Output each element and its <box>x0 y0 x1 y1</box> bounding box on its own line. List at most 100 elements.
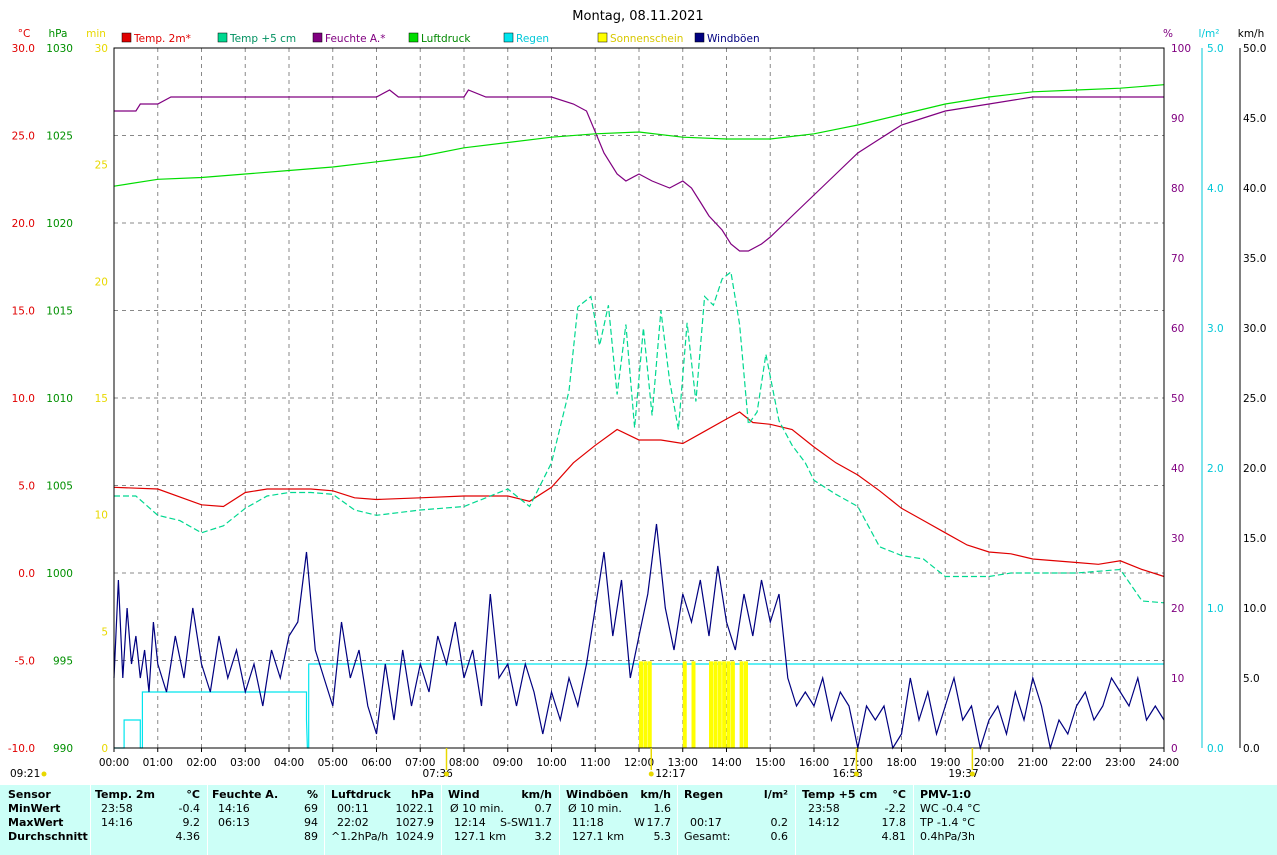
tick-temp: 30.0 <box>12 43 35 55</box>
tick-temp: 15.0 <box>12 306 35 318</box>
stats-luftdruck-min-time: 00:11 <box>337 802 369 815</box>
x-tick-label: 01:00 <box>143 757 173 769</box>
legend-label: Luftdruck <box>421 33 471 45</box>
stats-feuchte-min-time: 14:16 <box>218 802 250 815</box>
stats-temp2m-min: -0.4 <box>178 802 200 815</box>
stats-temp5-col: Temp +5 cm °C 23:58 -2.2 14:12 17.8 4.81 <box>802 788 906 844</box>
tick-humidity: 40 <box>1171 463 1184 475</box>
stats-windboen-max-time: 11:18 <box>572 816 604 829</box>
stats-wind-unit: km/h <box>521 788 552 801</box>
stats-wind-avg10: 0.7 <box>534 802 553 815</box>
axis-units: °C hPa min% l/m² km/h <box>18 28 1265 40</box>
x-tick-label: 14:00 <box>711 757 741 769</box>
stats-luftdruck-max: 1027.9 <box>395 816 435 829</box>
x-tick-label: 16:00 <box>799 757 829 769</box>
tick-rain: 3.0 <box>1207 323 1224 335</box>
x-tick-label: 17:00 <box>843 757 873 769</box>
tick-humidity: 80 <box>1171 183 1184 195</box>
legend-swatch <box>694 32 705 43</box>
tick-humidity: 70 <box>1171 253 1184 265</box>
sun-bar <box>730 661 735 748</box>
sun-marker-icon <box>648 771 654 777</box>
stats-wind-col: Wind km/h Ø 10 min. 0.7 12:14 S-SW 11.7 127.… <box>448 788 552 844</box>
sun-bar <box>709 661 713 748</box>
tick-wind: 15.0 <box>1243 533 1266 545</box>
stats-row-max-label: MaxWert <box>8 816 64 829</box>
stats-feuchte-avg: 89 <box>304 830 318 843</box>
tick-humidity: 0 <box>1171 743 1178 755</box>
tick-sun: 5 <box>101 626 108 638</box>
sun-bar <box>744 661 748 748</box>
stats-temp2m-unit: °C <box>186 788 200 801</box>
x-tick-label: 12:00 <box>624 757 654 769</box>
stats-temp5-max: 17.8 <box>881 816 907 829</box>
stats-pmv-header: PMV-1:0 <box>920 788 971 801</box>
sun-bar <box>722 661 727 748</box>
sun-bar <box>717 661 722 748</box>
x-tick-label: 23:00 <box>1105 757 1135 769</box>
stats-windboen-max: 17.7 <box>646 816 672 829</box>
stats-pmv-windchill: WC -0.4 °C <box>920 802 981 815</box>
tick-wind: 30.0 <box>1243 323 1266 335</box>
y-axes: 30.025.020.015.010.05.00.0-5.0-10.010301… <box>8 43 1267 755</box>
marker-label: 09:21 <box>10 768 40 780</box>
tick-wind: 45.0 <box>1243 113 1266 125</box>
unit-rain: l/m² <box>1199 28 1220 40</box>
tick-pressure: 1030 <box>46 43 73 55</box>
tick-rain: 0.0 <box>1207 743 1224 755</box>
stats-temp2m-max-time: 14:16 <box>101 816 133 829</box>
legend-swatch <box>503 32 514 43</box>
x-axis: 00:00 01:00 02:00 03:00 04:00 05:00 06:00 07:00… <box>99 748 1179 769</box>
stats-temp2m-header: Temp. 2m <box>95 788 155 801</box>
x-tick-label: 22:00 <box>1061 757 1091 769</box>
series-line <box>113 84 1165 187</box>
sun-marker-icon <box>853 771 859 777</box>
tick-temp: 0.0 <box>18 568 35 580</box>
stats-wind-distance: 127.1 km <box>454 830 507 843</box>
stats-row-avg-label: Durchschnitt <box>8 830 88 843</box>
tick-pressure: 1020 <box>46 218 73 230</box>
stats-feuchte-header: Feuchte A. <box>212 788 279 801</box>
stats-luftdruck-trend: ^1.2hPa/h <box>331 830 389 843</box>
stats-pmv-pressure-trend: 0.4hPa/3h <box>920 830 976 843</box>
stats-feuchte-col: Feuchte A.% 14:16 69 06:13 94 89 <box>212 788 318 844</box>
stats-luftdruck-max-time: 22:02 <box>337 816 369 829</box>
stats-windboen-unit: km/h <box>640 788 671 801</box>
marker-label: 12:17 <box>655 768 685 780</box>
x-tick-label: 09:00 <box>493 757 523 769</box>
x-tick-label: 10:00 <box>536 757 566 769</box>
x-tick-label: 15:00 <box>755 757 785 769</box>
stats-regen-unit: l/m² <box>763 788 788 801</box>
stats-regen-col: Regen l/m² 00:17 0.2 Gesamt: 0.6 <box>684 788 788 844</box>
tick-humidity: 90 <box>1171 113 1184 125</box>
grid <box>114 48 1164 748</box>
stats-luftdruck-header: Luftdruck <box>331 788 391 801</box>
unit-temp: °C <box>18 28 31 40</box>
stats-temp5-unit: °C <box>892 788 906 801</box>
x-tick-label: 02:00 <box>186 757 216 769</box>
sun-bar <box>739 661 744 748</box>
stats-windboen-header: Windböen <box>566 788 629 801</box>
tick-pressure: 1005 <box>46 481 73 493</box>
x-tick-label: 04:00 <box>274 757 304 769</box>
stats-windboen-col: Windböen km/h Ø 10 min. 1.6 11:18 W 17.7 127… <box>566 788 671 844</box>
legend-label: Windböen <box>707 33 760 45</box>
series-line <box>113 523 1165 751</box>
stats-feuchte-max: 94 <box>304 816 318 829</box>
stats-sensor-header: Sensor <box>8 788 51 801</box>
stats-temp5-min-time: 23:58 <box>808 802 840 815</box>
sun-bar <box>639 661 643 748</box>
stats-temp2m-max: 9.2 <box>182 816 201 829</box>
x-tick-label: 13:00 <box>668 757 698 769</box>
stats-luftdruck-col: Luftdruck hPa 00:11 1022.1 22:02 1027.9 ^1.… <box>331 788 434 844</box>
series-line <box>113 411 1165 578</box>
stats-wind-max-dir: S-SW <box>500 816 529 829</box>
stats-temp5-max-time: 14:12 <box>808 816 840 829</box>
chart-title: Montag, 08.11.2021 <box>572 9 703 24</box>
series-line <box>114 270 1165 604</box>
stats-wind-header: Wind <box>448 788 480 801</box>
tick-rain: 4.0 <box>1207 183 1224 195</box>
tick-wind: 0.0 <box>1243 743 1260 755</box>
x-tick-label: 21:00 <box>1018 757 1048 769</box>
stats-sensor-col: Sensor MinWert MaxWert Durchschnitt <box>8 788 88 844</box>
